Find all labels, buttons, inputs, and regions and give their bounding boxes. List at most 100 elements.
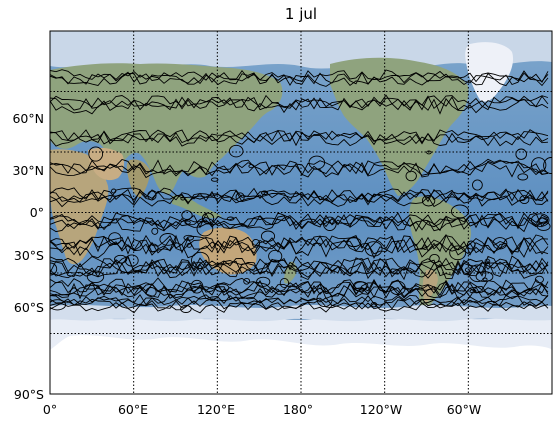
contour-eddy xyxy=(214,283,230,293)
lon-tick-label: 0° xyxy=(43,402,57,417)
contour-eddy xyxy=(492,237,508,250)
lon-tick-label: 60°W xyxy=(447,402,482,417)
contour-eddy xyxy=(210,177,219,182)
greenland xyxy=(465,42,514,102)
contour-line xyxy=(50,212,549,229)
contour-eddy xyxy=(530,213,550,227)
contour-eddy xyxy=(260,190,269,196)
contour-eddy xyxy=(537,217,549,225)
contour-eddy xyxy=(426,150,432,155)
contour-line xyxy=(50,236,549,256)
lon-axis: 0° 60°E 120°E 180° 120°W 60°W xyxy=(43,402,481,417)
contour-eddy xyxy=(228,144,244,158)
contour-line xyxy=(50,293,549,307)
contour-eddy xyxy=(279,277,290,289)
contour-line xyxy=(50,95,549,112)
contour-line xyxy=(50,301,549,314)
contour-line xyxy=(50,94,549,111)
contour-line xyxy=(50,282,549,300)
lat-axis: 60°N 30°N 0° 30°S 60°S 90°S xyxy=(12,111,44,402)
contour-eddy xyxy=(183,234,194,241)
contour-eddy xyxy=(191,251,210,269)
africa xyxy=(50,149,109,265)
contour-line xyxy=(50,71,549,87)
contour-eddy xyxy=(184,220,191,225)
contour-eddy xyxy=(201,212,215,224)
contour-line xyxy=(50,188,549,204)
contour-eddy xyxy=(389,280,406,296)
contour-line xyxy=(50,132,549,147)
contour-line xyxy=(50,255,549,275)
contour-eddy xyxy=(429,253,440,264)
contour-eddy xyxy=(243,277,251,285)
contour-eddy xyxy=(482,277,488,282)
contour-eddy xyxy=(519,195,530,205)
lat-tick-label: 30°N xyxy=(12,163,44,178)
contour-eddy xyxy=(196,221,214,237)
contour-eddy xyxy=(352,280,367,292)
contour-eddy xyxy=(260,230,276,242)
contour-eddy xyxy=(181,210,193,220)
contour-lines xyxy=(50,69,552,314)
contour-eddy xyxy=(268,249,283,263)
lon-tick-label: 60°E xyxy=(118,402,148,417)
contour-line xyxy=(50,259,549,278)
australia xyxy=(199,227,257,275)
contour-eddy xyxy=(543,157,552,174)
lat-tick-label: 30°S xyxy=(14,248,44,263)
indonesia xyxy=(172,195,222,219)
contour-eddy xyxy=(190,279,204,294)
contour-eddy xyxy=(111,188,117,194)
contour-eddy xyxy=(322,216,337,231)
lat-tick-label: 60°S xyxy=(14,300,44,315)
lon-tick-label: 120°W xyxy=(360,402,402,417)
contour-eddy xyxy=(151,227,159,235)
north-america xyxy=(330,57,469,197)
contour-line xyxy=(50,277,549,294)
lat-tick-label: 0° xyxy=(30,205,44,220)
lon-tick-label: 120°E xyxy=(197,402,235,417)
lon-tick-label: 180° xyxy=(283,402,313,417)
contour-line xyxy=(50,298,549,310)
contour-line xyxy=(50,193,549,208)
contour-eddy xyxy=(226,216,235,221)
contour-eddy xyxy=(370,302,378,308)
contour-eddy xyxy=(145,287,157,297)
map-plot-area xyxy=(50,31,552,394)
contour-line xyxy=(50,161,549,179)
contour-line xyxy=(50,72,549,87)
contour-eddy xyxy=(147,190,157,201)
contour-eddy xyxy=(180,196,186,201)
contour-eddy xyxy=(421,194,436,207)
contour-line xyxy=(50,281,549,298)
contour-eddy xyxy=(472,179,483,191)
contour-eddy xyxy=(449,245,467,261)
contour-eddy xyxy=(468,264,487,283)
graticule xyxy=(50,31,552,394)
contour-eddy xyxy=(534,275,544,284)
eurasia xyxy=(50,63,283,195)
contour-eddy xyxy=(86,270,105,284)
contour-line xyxy=(50,216,549,233)
contour-line xyxy=(50,69,549,84)
contour-eddy xyxy=(475,271,494,283)
contour-eddy xyxy=(108,232,122,245)
patagonia xyxy=(422,269,438,304)
contour-eddy xyxy=(515,148,527,160)
lat-tick-label: 60°N xyxy=(12,111,44,126)
contour-eddy xyxy=(531,157,547,173)
contour-eddy xyxy=(147,243,159,253)
contour-eddy xyxy=(235,192,245,203)
contour-eddy xyxy=(308,155,326,170)
lat-tick-label: 90°S xyxy=(14,387,44,402)
contour-eddy xyxy=(405,170,417,182)
middle-east xyxy=(88,147,125,181)
contour-eddy xyxy=(114,254,128,264)
contour-line xyxy=(50,233,549,253)
contour-eddy xyxy=(88,146,104,162)
contour-eddy xyxy=(124,254,139,267)
map-title: 1 jul xyxy=(284,5,318,23)
contour-eddy xyxy=(364,241,383,257)
contour-eddy xyxy=(517,173,529,181)
